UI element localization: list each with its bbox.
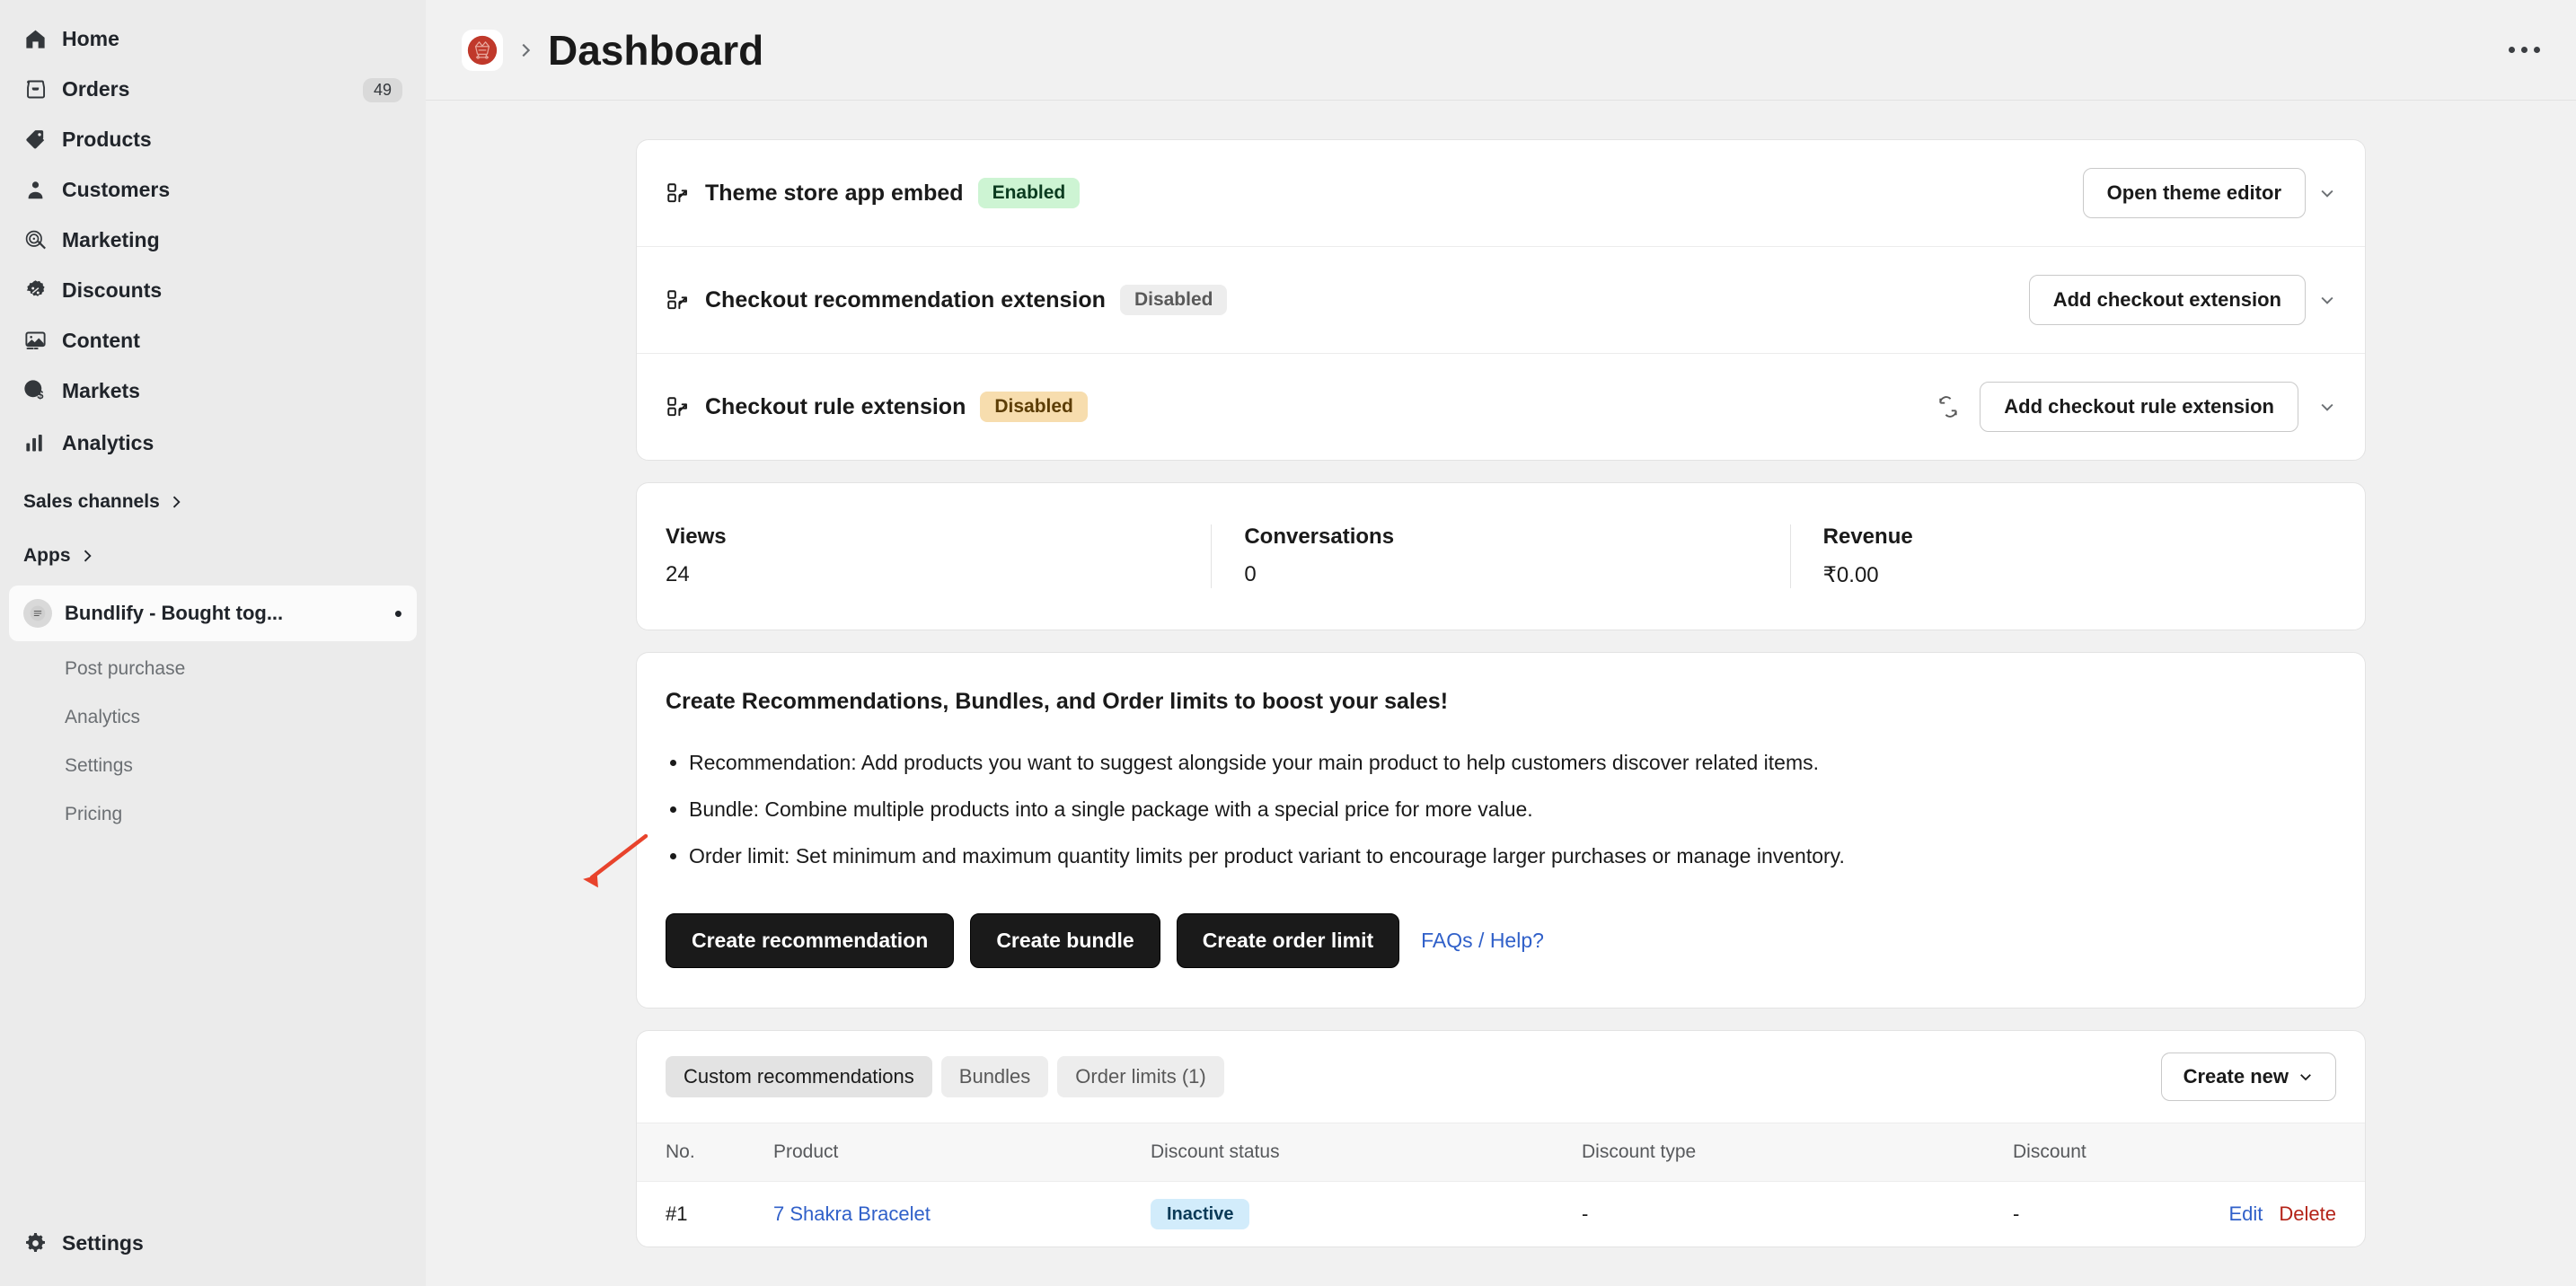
svg-text:$: $ — [37, 388, 43, 401]
